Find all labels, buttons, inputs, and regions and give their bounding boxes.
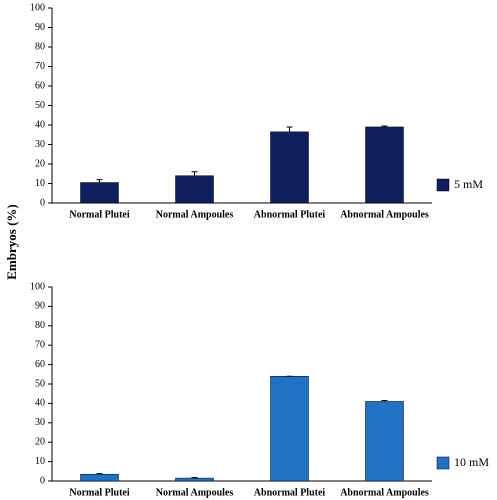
x-tick-label: Abnormal Ampoules (340, 487, 429, 498)
bar (80, 473, 119, 482)
bar (270, 375, 309, 482)
bar (175, 175, 214, 204)
bar (80, 182, 119, 204)
error-bar (191, 171, 198, 176)
x-tick-label: Abnormal Plutei (254, 209, 326, 220)
y-axis-label: Embryos (%) (4, 204, 19, 279)
error-bar (381, 399, 388, 402)
error-bar (96, 473, 103, 475)
y-tick-label: 10 (35, 178, 45, 189)
y-tick-label: 50 (35, 100, 45, 111)
x-tick-label: Normal Plutei (69, 487, 129, 498)
y-tick-label: 20 (35, 436, 45, 447)
bar (365, 126, 404, 204)
legend-swatch (436, 456, 450, 470)
y-tick-label: 80 (35, 320, 45, 331)
error-bar (96, 179, 103, 183)
y-tick-label: 90 (35, 22, 45, 33)
error-bar (381, 125, 388, 127)
y-tick-label: 60 (35, 80, 45, 91)
legend-label: 5 mM (454, 177, 483, 191)
y-tick-label: 80 (35, 41, 45, 52)
y-tick-label: 30 (35, 417, 45, 428)
bar (175, 477, 214, 482)
y-tick-label: 50 (35, 378, 45, 389)
y-tick-label: 90 (35, 301, 45, 312)
y-tick-label: 100 (30, 2, 45, 13)
bar (270, 131, 309, 204)
x-tick-label: Abnormal Plutei (254, 487, 326, 498)
y-tick-label: 0 (40, 475, 45, 486)
y-tick-label: 70 (35, 339, 45, 350)
x-tick-label: Normal Ampoules (156, 487, 234, 498)
x-tick-label: Normal Plutei (69, 209, 129, 220)
x-tick-label: Abnormal Ampoules (340, 209, 429, 220)
error-bar (191, 477, 198, 479)
y-tick-label: 20 (35, 158, 45, 169)
legend-swatch (436, 178, 450, 192)
error-bar (286, 126, 293, 132)
y-tick-label: 30 (35, 139, 45, 150)
y-tick-label: 10 (35, 456, 45, 467)
y-tick-label: 60 (35, 359, 45, 370)
y-tick-label: 100 (30, 281, 45, 292)
legend-label: 10 mM (454, 455, 489, 469)
bar (365, 401, 404, 482)
y-tick-label: 40 (35, 119, 45, 130)
x-tick-label: Normal Ampoules (156, 209, 234, 220)
y-tick-label: 40 (35, 398, 45, 409)
y-tick-label: 0 (40, 197, 45, 208)
y-tick-label: 70 (35, 61, 45, 72)
